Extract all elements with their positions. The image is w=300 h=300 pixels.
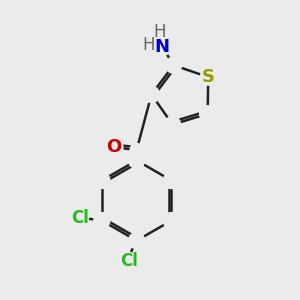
Circle shape bbox=[153, 25, 167, 38]
Circle shape bbox=[200, 69, 216, 85]
Text: O: O bbox=[106, 138, 121, 156]
Circle shape bbox=[104, 137, 123, 157]
Circle shape bbox=[129, 232, 145, 249]
Circle shape bbox=[163, 213, 179, 229]
Circle shape bbox=[200, 106, 216, 122]
Circle shape bbox=[166, 57, 182, 73]
Text: Cl: Cl bbox=[70, 209, 88, 227]
Circle shape bbox=[163, 172, 179, 188]
Circle shape bbox=[164, 116, 181, 133]
Text: S: S bbox=[202, 68, 215, 86]
Circle shape bbox=[143, 86, 160, 103]
Text: Cl: Cl bbox=[120, 252, 138, 270]
Circle shape bbox=[94, 172, 110, 188]
Circle shape bbox=[129, 152, 145, 168]
Text: H: H bbox=[143, 36, 155, 54]
Circle shape bbox=[153, 38, 171, 56]
Text: H: H bbox=[154, 23, 166, 41]
Circle shape bbox=[142, 39, 155, 52]
Circle shape bbox=[94, 213, 110, 229]
Circle shape bbox=[130, 143, 143, 157]
Text: N: N bbox=[155, 38, 170, 56]
